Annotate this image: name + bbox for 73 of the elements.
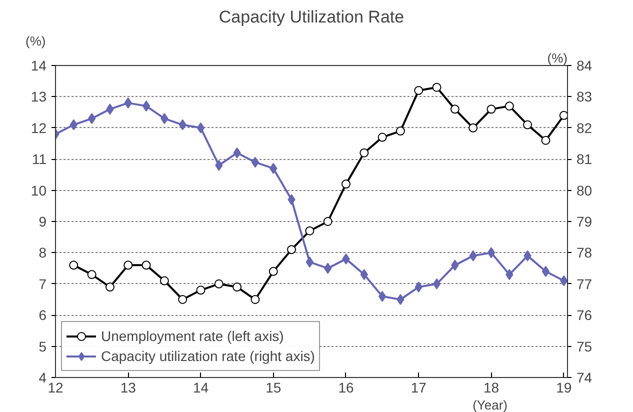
y2-axis-title: (%): [547, 50, 568, 66]
x-tick-label: 14: [192, 380, 209, 396]
point: [196, 286, 206, 295]
y-tick-label: 4: [38, 370, 47, 386]
point: [323, 217, 332, 226]
point: [432, 82, 442, 92]
y-tick-label: 5: [38, 338, 47, 354]
x-tick-label: 15: [266, 380, 282, 396]
y2-tick-label: 78: [576, 244, 592, 261]
y2-tick-label: 84: [576, 58, 592, 74]
point: [486, 104, 496, 114]
point: [360, 148, 369, 158]
y2-tick-label: 83: [576, 88, 592, 105]
point: [523, 120, 532, 130]
point: [468, 123, 478, 132]
point: [305, 226, 314, 236]
point: [232, 282, 242, 292]
x-tick-label: 17: [410, 380, 427, 396]
point: [251, 156, 260, 168]
y2-tick-label: 76: [576, 307, 592, 324]
legend-label: Capacity utilization rate (right axis): [101, 347, 315, 365]
y2-tick-label: 77: [576, 276, 592, 292]
y-tick-label: 12: [30, 120, 47, 136]
point: [160, 276, 169, 286]
point: [196, 122, 205, 134]
point: [541, 136, 550, 145]
point: [178, 295, 188, 304]
chart-title: Capacity Utilization Rate: [218, 8, 404, 26]
y2-tick-label: 79: [576, 214, 592, 230]
y-tick-label: 7: [38, 276, 47, 292]
point: [142, 260, 151, 270]
point: [69, 260, 78, 270]
point: [378, 132, 387, 142]
legend-label: Unemployment rate (left axis): [101, 327, 284, 345]
point: [504, 102, 514, 111]
y2-tick-label: 80: [576, 182, 592, 198]
point: [450, 104, 460, 114]
point: [142, 100, 150, 112]
point: [432, 278, 441, 290]
point: [542, 266, 550, 277]
point: [559, 110, 568, 120]
point: [396, 294, 404, 305]
point: [287, 245, 296, 254]
y2-tick-label: 82: [576, 120, 592, 136]
y-axis-title: (%): [26, 34, 46, 48]
point: [306, 256, 314, 268]
y2-tick-label: 75: [576, 338, 592, 354]
y-tick-label: 13: [30, 88, 47, 105]
y2-tick-label: 81: [576, 151, 592, 168]
y-tick-label: 14: [30, 58, 47, 74]
point: [487, 247, 496, 258]
point: [268, 266, 278, 276]
point: [250, 295, 260, 304]
point: [88, 113, 96, 124]
y-tick-label: 8: [38, 244, 47, 261]
point: [396, 126, 405, 136]
point: [87, 270, 96, 280]
x-tick-label: 18: [483, 380, 500, 396]
x-axis-title: (Year): [472, 398, 508, 412]
x-tick-label: 19: [556, 380, 572, 396]
point: [124, 260, 133, 270]
x-tick-label: 13: [120, 380, 136, 396]
y-tick-label: 9: [38, 214, 47, 230]
point: [105, 282, 114, 292]
point: [414, 86, 424, 95]
y-tick-label: 6: [38, 307, 47, 324]
y2-tick-label: 74: [576, 370, 592, 386]
point: [378, 290, 386, 302]
y-tick-label: 10: [30, 182, 47, 198]
point: [341, 180, 350, 189]
point: [214, 279, 224, 288]
y-tick-label: 11: [32, 151, 47, 168]
x-tick-label: 16: [338, 380, 354, 396]
